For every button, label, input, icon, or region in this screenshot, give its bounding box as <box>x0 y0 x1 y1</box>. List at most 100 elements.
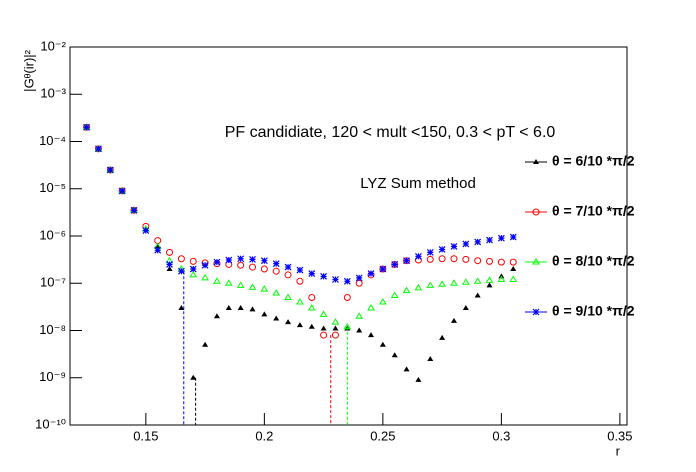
point <box>331 331 339 339</box>
point <box>379 341 386 347</box>
point <box>450 243 458 250</box>
legend-marker <box>532 208 540 216</box>
point <box>248 283 257 290</box>
y-tick-label: 10⁻² <box>40 38 66 53</box>
point <box>367 270 375 278</box>
point <box>296 298 304 305</box>
point <box>154 246 162 254</box>
x-axis-label: r <box>616 443 621 458</box>
point <box>166 266 173 272</box>
point <box>272 260 280 268</box>
point <box>438 245 446 253</box>
point <box>260 265 268 273</box>
point <box>308 293 316 301</box>
point <box>202 341 209 347</box>
point <box>83 123 91 131</box>
point <box>154 243 161 249</box>
point <box>236 281 245 288</box>
point <box>95 145 102 153</box>
point <box>462 240 470 248</box>
point <box>343 322 352 330</box>
point <box>319 310 328 317</box>
point <box>510 266 517 272</box>
point <box>414 252 422 260</box>
point <box>320 272 328 280</box>
point <box>402 286 411 294</box>
point <box>260 285 269 292</box>
point <box>486 282 493 288</box>
point <box>390 291 399 299</box>
point <box>485 276 494 283</box>
point <box>225 304 232 310</box>
point <box>296 277 304 285</box>
point <box>213 277 221 284</box>
point <box>426 248 434 256</box>
legend-marker <box>532 308 540 316</box>
point <box>497 234 505 242</box>
point <box>391 261 399 268</box>
point <box>273 315 280 321</box>
point <box>261 311 268 317</box>
x-tick-label: 0.35 <box>607 428 632 443</box>
point <box>450 279 458 286</box>
y-tick-label: 10⁻¹⁰ <box>35 416 66 431</box>
point <box>497 258 505 266</box>
legend-label: θ = 7/10 *π/2 <box>552 203 635 219</box>
point <box>201 273 209 281</box>
point <box>225 256 233 264</box>
y-axis-label: |Gᶿ(ir)|² <box>21 49 36 91</box>
x-tick-label: 0.2 <box>255 428 273 443</box>
point <box>190 374 197 380</box>
point <box>438 280 447 287</box>
point <box>368 332 375 338</box>
point <box>486 257 494 265</box>
y-tick-label: 10⁻⁵ <box>39 180 66 195</box>
point <box>403 257 410 265</box>
point <box>308 323 315 329</box>
point <box>296 322 303 328</box>
point <box>474 257 482 265</box>
point <box>343 293 351 301</box>
point <box>391 352 398 358</box>
point <box>285 319 292 325</box>
point <box>189 265 197 273</box>
point <box>509 258 517 266</box>
point <box>414 283 423 291</box>
point <box>427 355 434 361</box>
point <box>332 325 339 331</box>
point <box>189 270 198 278</box>
point <box>189 257 197 265</box>
point <box>486 236 493 244</box>
point <box>379 265 387 273</box>
point <box>473 277 482 284</box>
point <box>213 313 220 319</box>
x-tick-label: 0.25 <box>370 428 395 443</box>
y-tick-label: 10⁻⁹ <box>39 369 66 384</box>
point <box>142 227 150 235</box>
point <box>272 289 281 296</box>
legend-label: θ = 9/10 *π/2 <box>552 303 635 319</box>
point <box>415 376 422 382</box>
point <box>130 206 138 214</box>
point <box>356 327 363 333</box>
point <box>284 263 292 271</box>
point <box>355 312 364 319</box>
point <box>403 366 410 372</box>
legend-marker <box>533 159 539 164</box>
x-tick-label: 0.3 <box>492 428 510 443</box>
point <box>426 281 435 288</box>
point <box>307 303 316 311</box>
point <box>426 255 434 263</box>
point <box>438 255 446 263</box>
point <box>332 276 339 283</box>
point <box>439 334 446 340</box>
point <box>237 255 245 263</box>
annotation: LYZ Sum method <box>360 175 476 192</box>
x-tick-label: 0.15 <box>133 428 158 443</box>
point <box>166 248 174 256</box>
point <box>177 255 185 263</box>
point <box>213 258 221 266</box>
point <box>296 266 304 274</box>
